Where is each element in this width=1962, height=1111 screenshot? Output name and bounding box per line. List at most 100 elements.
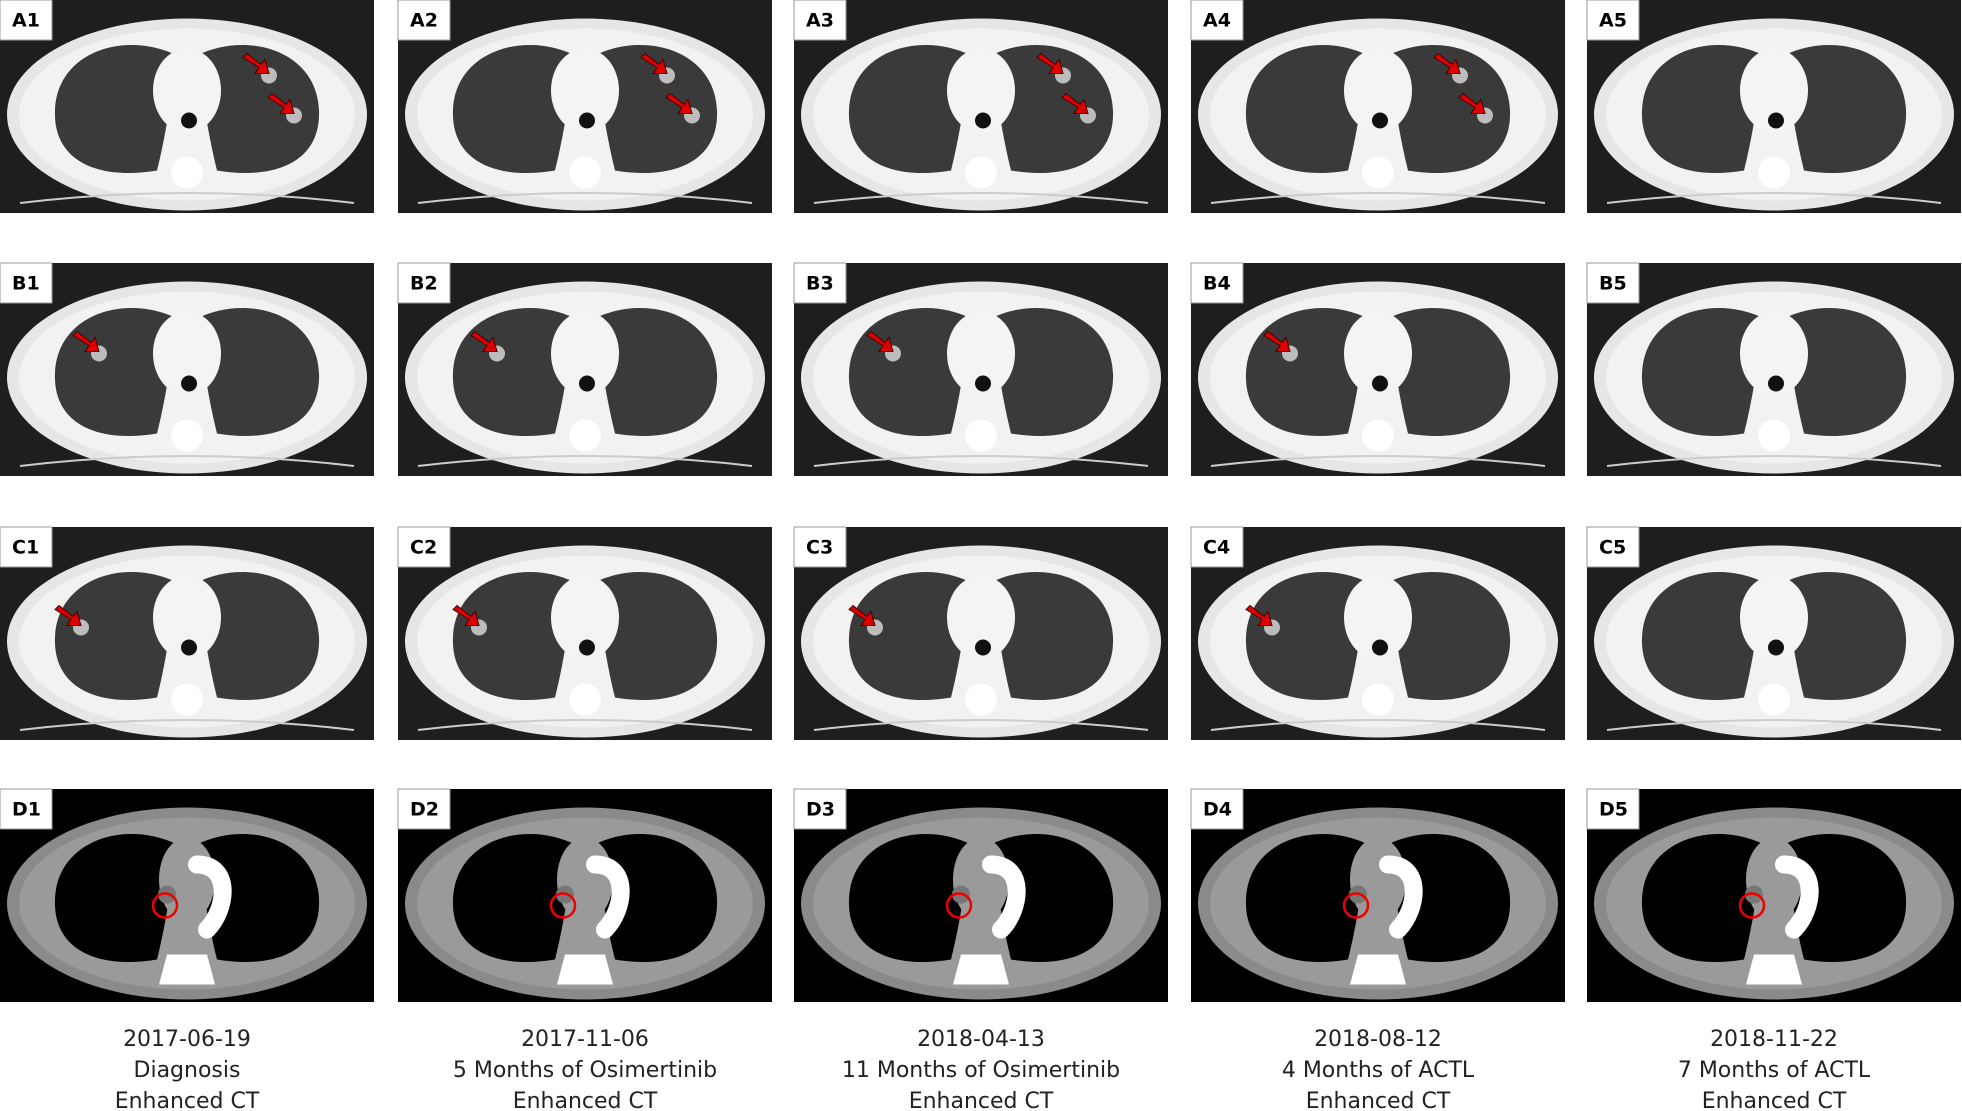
panel-label: D2 [410,799,439,821]
table [1606,719,1942,731]
trachea [1768,639,1784,656]
label-box [0,262,53,304]
trachea [1372,375,1388,392]
arrow [452,604,480,626]
mediastinum [551,575,619,660]
label-box [0,788,53,830]
panel-label: D4 [1203,799,1232,821]
right-lung [1245,833,1368,962]
arrow [640,52,668,74]
spine [171,419,203,452]
mediastinum [153,48,221,133]
arrow [866,330,894,352]
ct-panel: B4 [1190,262,1565,476]
ct-panel: A5 [1586,0,1961,213]
caption-date: 2018-04-13 [917,1027,1045,1052]
caption-modality: Enhanced CT [513,1089,658,1111]
right-lung [452,833,575,962]
label-box [1586,526,1640,568]
label-box [397,0,451,41]
mediastinum [1740,48,1808,133]
left-lung [1388,571,1511,700]
table [813,455,1149,467]
mediastinum [153,311,221,396]
table [417,455,753,467]
right-lung [848,571,971,700]
spine [1362,419,1394,452]
label-box [397,788,451,830]
mediastinum [947,48,1015,133]
caption-stage: 11 Months of Osimertinib [842,1058,1120,1083]
spine [569,683,601,716]
ct-panel: D3 [793,788,1168,1002]
trachea [1768,112,1784,129]
ct-panel: A2 [397,0,772,213]
table [1606,192,1942,204]
left-lung [595,571,718,700]
label-box [1190,262,1244,304]
caption-date: 2018-08-12 [1314,1027,1442,1052]
label-box [1190,788,1244,830]
left-lung [595,307,718,436]
left-lung [197,307,320,436]
caption-stage: 5 Months of Osimertinib [453,1058,717,1083]
right-lung [54,44,177,174]
panel-label: C2 [410,537,437,559]
panel-label: B4 [1203,273,1231,295]
table [1210,455,1546,467]
arrow [665,92,693,114]
panel-label: A2 [410,10,438,32]
ct-panel: B1 [0,262,374,476]
caption-stage: 7 Months of ACTL [1678,1058,1871,1083]
ct-panel: D1 [0,788,374,1002]
table [19,192,355,204]
right-lung [1641,307,1764,436]
panel-label: B2 [410,273,438,295]
ct-panel: D2 [397,788,772,1002]
label-box [1586,788,1640,830]
left-lung [197,44,320,174]
ct-panel: C2 [397,526,772,740]
mediastinum [557,837,613,922]
right-lung [452,571,575,700]
left-lung [1784,307,1907,436]
label-box [1190,526,1244,568]
ct-panel: A3 [793,0,1168,213]
left-lung [1784,44,1907,174]
right-lung [1641,833,1764,962]
mediastinum [1350,837,1406,922]
mediastinum [551,311,619,396]
left-lung [1784,571,1907,700]
ct-panel: D5 [1586,788,1961,1002]
right-lung [1641,571,1764,700]
aorta [1775,855,1819,939]
table [417,192,753,204]
ct-panel: A1 [0,0,374,213]
mediastinum [947,575,1015,660]
mediastinum [1740,575,1808,660]
panel-label: B1 [12,273,40,295]
aorta [982,855,1026,939]
arrow [267,92,295,114]
spine [1362,683,1394,716]
trachea [181,639,197,656]
left-lung [1388,44,1511,174]
label-box [793,788,847,830]
aorta [188,855,232,939]
right-lung [54,571,177,700]
mediastinum [551,48,619,133]
arrow [848,604,876,626]
panel-label: A4 [1203,10,1231,32]
label-box [1586,262,1640,304]
ct-panel: C5 [1586,526,1961,740]
ct-panel: B3 [793,262,1168,476]
panel-label: A1 [12,10,40,32]
label-box [793,526,847,568]
label-box [1190,0,1244,41]
table [417,719,753,731]
spine [569,419,601,452]
caption-date: 2018-11-22 [1710,1027,1838,1052]
table [19,455,355,467]
panel-label: D3 [806,799,835,821]
spine [965,156,997,189]
